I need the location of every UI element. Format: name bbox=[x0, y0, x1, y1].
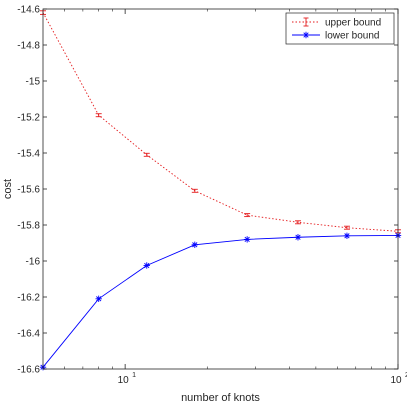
legend: upper bound lower bound bbox=[285, 12, 395, 45]
data-point-asterisk bbox=[343, 232, 351, 239]
data-point-errorbar bbox=[95, 113, 102, 118]
plot-area bbox=[43, 9, 398, 369]
x-tick-label: 10 bbox=[390, 375, 402, 386]
legend-marker-errorbar bbox=[303, 17, 309, 27]
x-tick-label-exponent: 2 bbox=[405, 372, 407, 379]
data-point-errorbar bbox=[143, 152, 150, 157]
y-tick-label: -15.8 bbox=[17, 221, 40, 232]
axis-layer: -14.6 -14.8 -15 -15.2 -15.4 -15.6 -15.8 -16 -16.… bbox=[17, 5, 407, 387]
data-point-asterisk-stroke bbox=[244, 236, 250, 243]
data-point-errorbar bbox=[294, 220, 301, 225]
legend-entries: upper bound lower bound bbox=[292, 18, 381, 42]
series-line-1 bbox=[42, 12, 399, 232]
y-tick-label: -16.2 bbox=[17, 293, 40, 304]
data-point-asterisk bbox=[95, 295, 102, 302]
legend-marker-asterisk bbox=[302, 31, 310, 39]
y-axis-label: cost bbox=[2, 179, 14, 199]
data-point-asterisk bbox=[191, 241, 198, 248]
y-tick-label: -15.4 bbox=[17, 149, 40, 160]
y-tick-label: -16 bbox=[26, 257, 41, 268]
data-point-asterisk-stroke bbox=[295, 234, 301, 240]
y-tick-label: -14.6 bbox=[17, 5, 40, 16]
data-point-errorbar bbox=[343, 225, 350, 230]
x-axis-label: number of knots bbox=[181, 392, 260, 404]
data-point-asterisk bbox=[243, 236, 251, 243]
x-tick-label: 10 bbox=[118, 375, 130, 386]
y-tick-label: -14.8 bbox=[17, 41, 40, 52]
data-point-errorbar bbox=[191, 188, 198, 193]
data-point-asterisk bbox=[294, 234, 302, 241]
data-point-asterisk bbox=[143, 262, 150, 269]
series-line-2 bbox=[42, 234, 399, 368]
data-point-asterisk-stroke bbox=[96, 296, 102, 302]
data-point-asterisk-stroke bbox=[344, 233, 350, 239]
y-tick-label: -15.6 bbox=[17, 185, 40, 196]
data-point-asterisk-stroke bbox=[192, 242, 198, 248]
legend-marker-asterisk-stroke bbox=[303, 32, 309, 38]
series-layer bbox=[39, 10, 402, 371]
y-tick-label: -16.6 bbox=[17, 365, 40, 376]
y-tick-label: -16.4 bbox=[17, 329, 40, 340]
data-point-errorbar bbox=[244, 213, 251, 218]
x-tick-label-exponent: 1 bbox=[132, 372, 136, 379]
data-point-asterisk-stroke bbox=[144, 262, 150, 269]
legend-label: upper bound bbox=[325, 18, 381, 29]
legend-label: lower bound bbox=[325, 31, 379, 42]
y-tick-label: -15 bbox=[26, 77, 41, 88]
y-tick-label: -15.2 bbox=[17, 113, 40, 124]
